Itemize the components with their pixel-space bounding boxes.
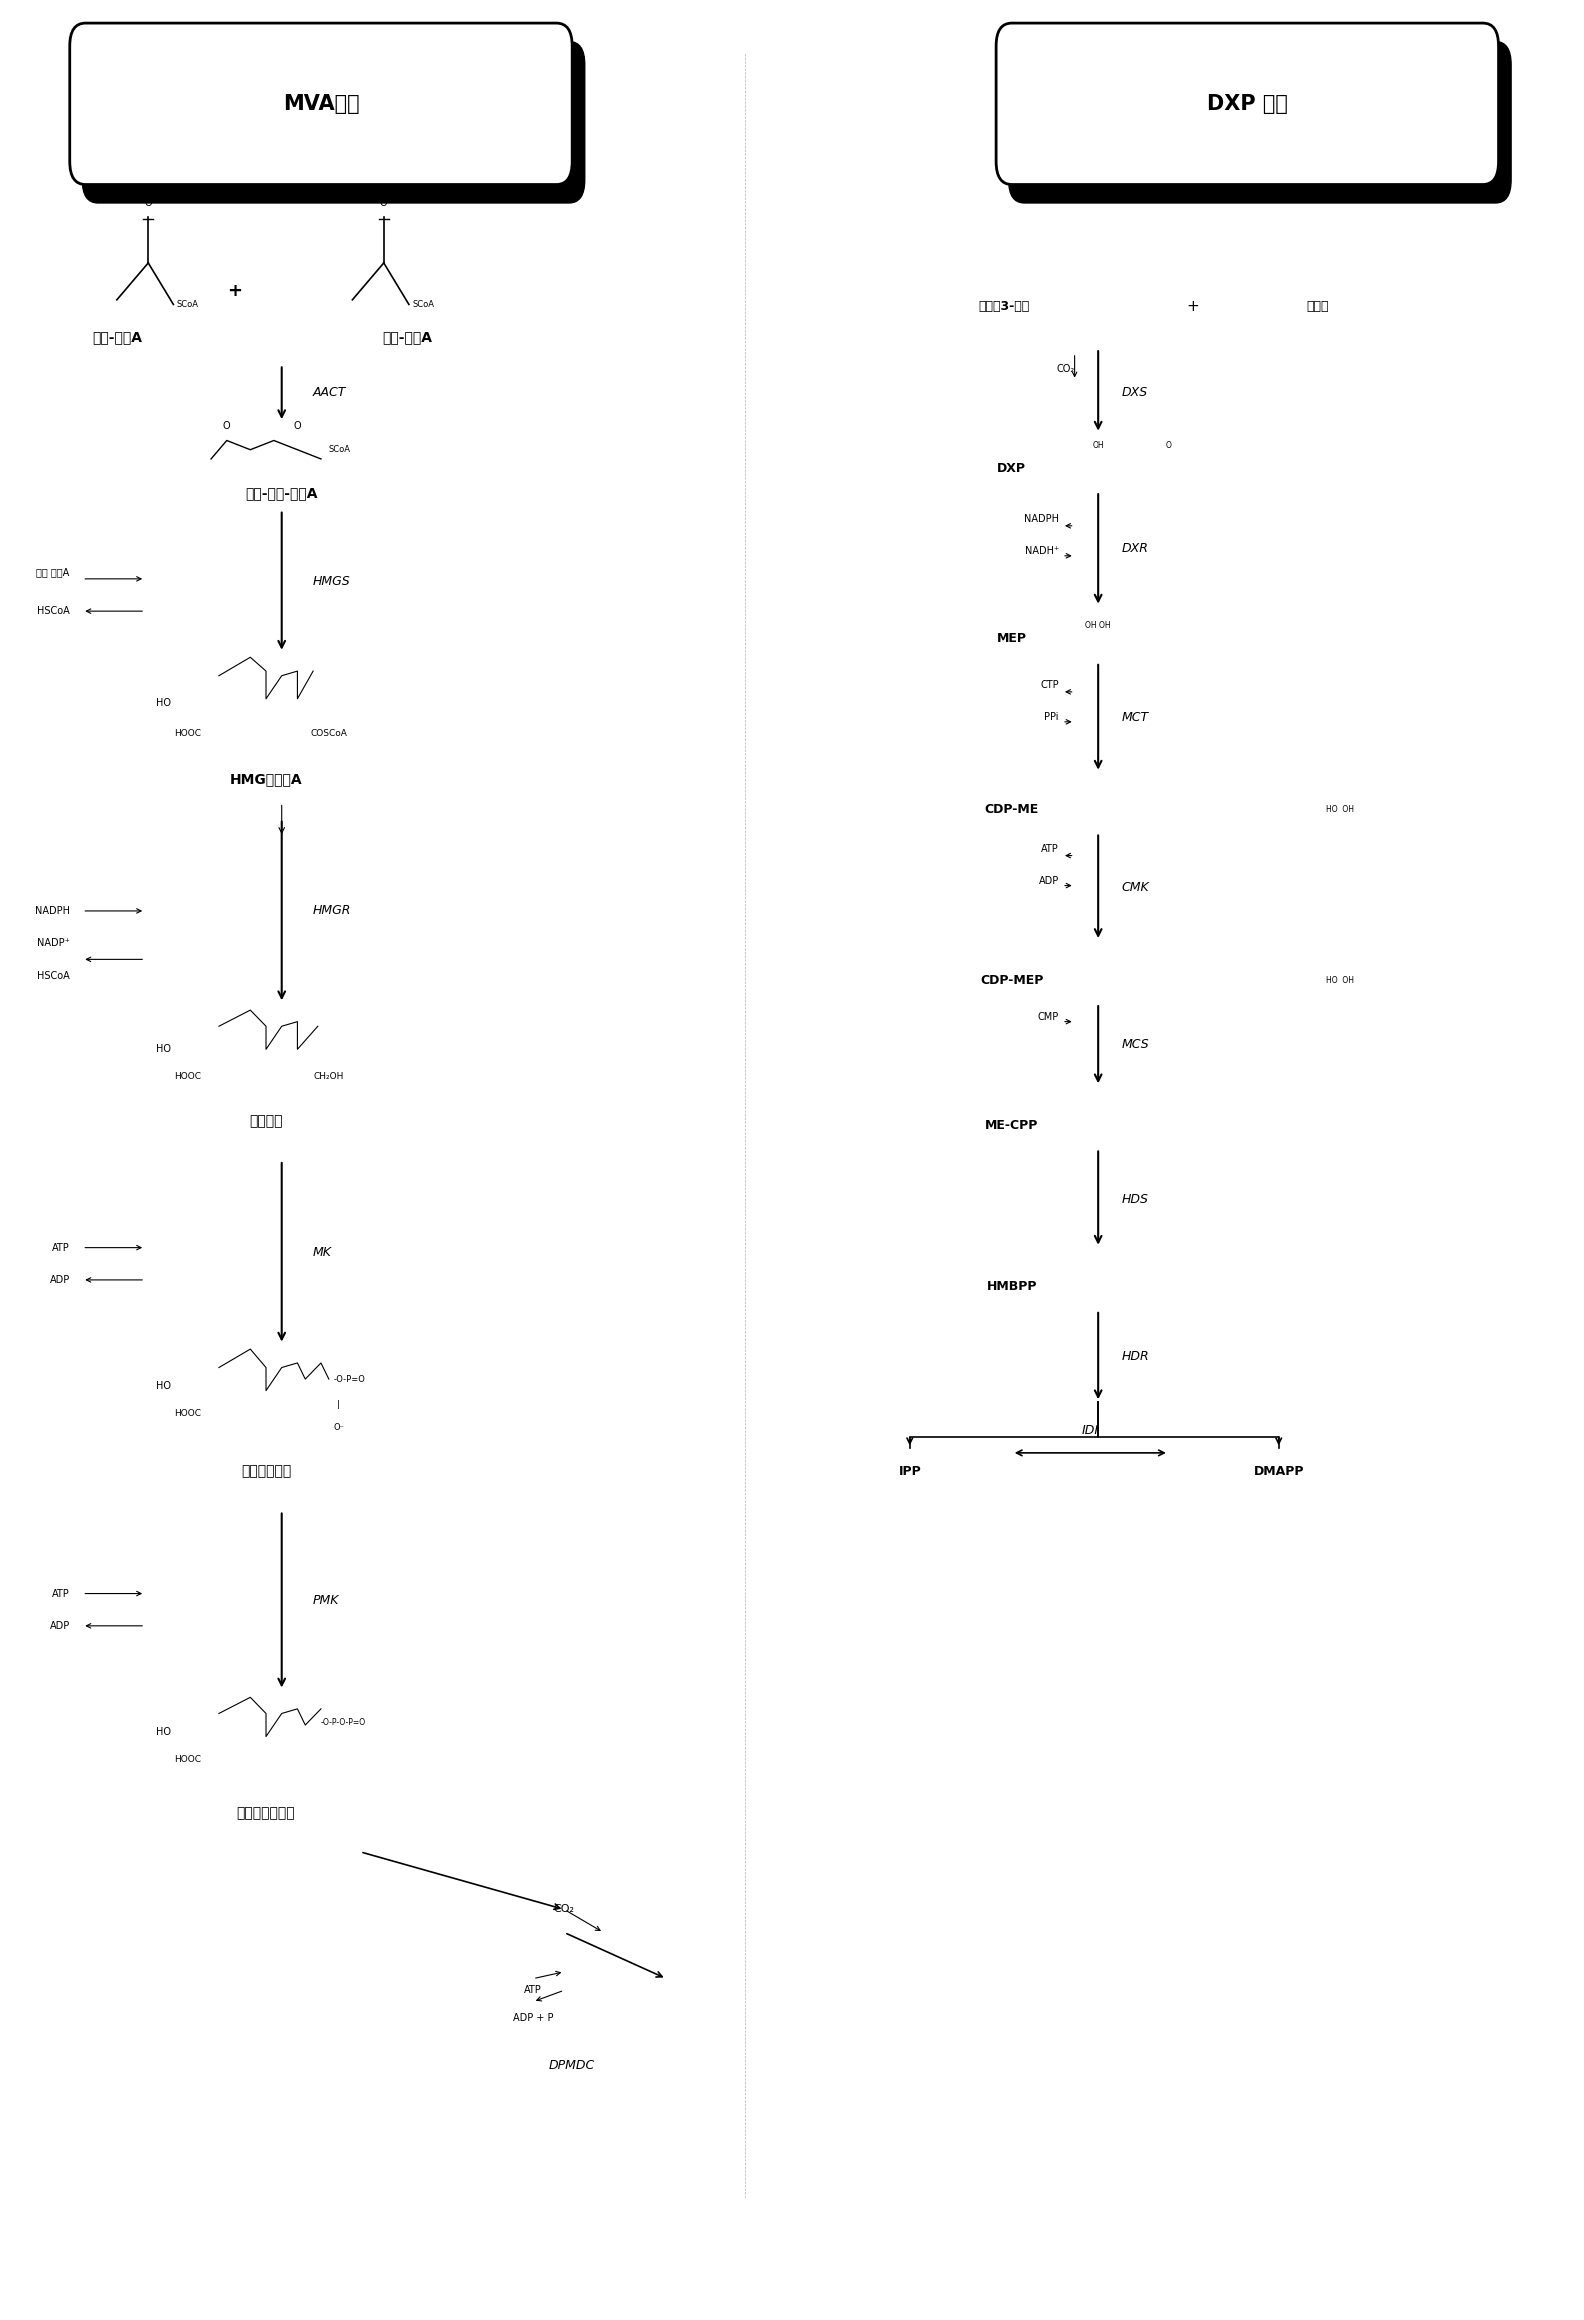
- Text: +: +: [227, 281, 242, 299]
- Text: 乙酰-辅酶A: 乙酰-辅酶A: [92, 329, 143, 343]
- Text: NADPH: NADPH: [35, 905, 70, 916]
- Text: PPi: PPi: [1044, 712, 1060, 722]
- Text: O: O: [223, 422, 231, 432]
- Text: NADP⁺: NADP⁺: [36, 937, 70, 949]
- FancyBboxPatch shape: [82, 42, 584, 202]
- Text: 丙酮酸: 丙酮酸: [1307, 299, 1329, 313]
- Text: DXP 途径: DXP 途径: [1207, 93, 1288, 114]
- Text: ME-CPP: ME-CPP: [985, 1118, 1039, 1132]
- Text: ADP: ADP: [49, 1276, 70, 1285]
- Text: O: O: [293, 422, 301, 432]
- Text: MCT: MCT: [1121, 710, 1148, 724]
- Text: SCoA: SCoA: [412, 299, 434, 309]
- Text: MCS: MCS: [1121, 1037, 1150, 1051]
- Text: ADP: ADP: [49, 1622, 70, 1631]
- Text: -O-P-O-P=O: -O-P-O-P=O: [322, 1719, 366, 1726]
- FancyBboxPatch shape: [70, 23, 572, 186]
- Text: HSCoA: HSCoA: [36, 970, 70, 981]
- Text: MEP: MEP: [996, 633, 1026, 645]
- Text: |: |: [337, 1399, 339, 1408]
- Text: ATP: ATP: [1041, 844, 1060, 854]
- Text: HOOC: HOOC: [174, 728, 201, 738]
- Text: HO  OH: HO OH: [1326, 977, 1354, 984]
- Text: HDR: HDR: [1121, 1350, 1150, 1362]
- Text: -O-P=O: -O-P=O: [334, 1373, 366, 1383]
- Text: CO₂: CO₂: [554, 1905, 575, 1914]
- Text: ATP: ATP: [52, 1589, 70, 1598]
- Text: SCoA: SCoA: [329, 445, 350, 455]
- Text: ATP: ATP: [524, 1986, 542, 1995]
- Text: O: O: [144, 197, 152, 206]
- Text: SCoA: SCoA: [176, 299, 198, 309]
- Text: HO: HO: [157, 1044, 171, 1053]
- Text: HO  OH: HO OH: [1326, 805, 1354, 814]
- Text: 乙酰-辅酶A: 乙酰-辅酶A: [382, 329, 432, 343]
- Text: HSCoA: HSCoA: [36, 606, 70, 617]
- Text: COSCoA: COSCoA: [310, 728, 347, 738]
- Text: ATP: ATP: [52, 1244, 70, 1253]
- Text: CDP-MEP: CDP-MEP: [980, 974, 1044, 986]
- Text: +: +: [1186, 299, 1199, 313]
- Text: O⁻: O⁻: [334, 1422, 345, 1431]
- Text: HO: HO: [157, 698, 171, 708]
- Text: HMGS: HMGS: [314, 575, 350, 587]
- Text: DXS: DXS: [1121, 385, 1148, 399]
- Text: PMK: PMK: [314, 1594, 339, 1608]
- Text: MVA途径: MVA途径: [282, 93, 360, 114]
- Text: NADPH: NADPH: [1023, 515, 1060, 524]
- Text: IDI: IDI: [1082, 1424, 1099, 1436]
- Text: HMBPP: HMBPP: [987, 1281, 1038, 1292]
- Text: 甲羟戊酸二磷酸: 甲羟戊酸二磷酸: [236, 1805, 295, 1819]
- Text: HOOC: HOOC: [174, 1408, 201, 1418]
- Text: CTP: CTP: [1041, 680, 1060, 689]
- Text: 甲羟戊酸: 甲羟戊酸: [249, 1114, 284, 1128]
- Text: HOOC: HOOC: [174, 1756, 201, 1763]
- Text: O: O: [1166, 441, 1172, 450]
- Text: 乙酰-乙酰-辅酶A: 乙酰-乙酰-辅酶A: [246, 487, 318, 501]
- Text: ADP + P: ADP + P: [513, 2014, 553, 2023]
- Text: HDS: HDS: [1121, 1192, 1148, 1206]
- Text: DXP: DXP: [998, 462, 1026, 476]
- Text: CDP-ME: CDP-ME: [985, 803, 1039, 817]
- Text: HMG－辅酶A: HMG－辅酶A: [230, 773, 303, 786]
- Text: 乙酰 辅酶A: 乙酰 辅酶A: [36, 566, 70, 578]
- Text: O: O: [380, 197, 388, 206]
- Text: HOOC: HOOC: [174, 1072, 201, 1081]
- Text: CO₂: CO₂: [1057, 364, 1074, 374]
- Text: AACT: AACT: [314, 385, 347, 399]
- Text: OH: OH: [1093, 441, 1104, 450]
- FancyBboxPatch shape: [1009, 42, 1511, 202]
- Text: NADH⁺: NADH⁺: [1025, 545, 1060, 557]
- Text: DPMDC: DPMDC: [550, 2060, 596, 2072]
- Text: HO: HO: [157, 1726, 171, 1738]
- FancyBboxPatch shape: [996, 23, 1498, 186]
- Text: OH OH: OH OH: [1085, 619, 1110, 629]
- Text: 甲羟戊酸磷酸: 甲羟戊酸磷酸: [241, 1464, 291, 1478]
- Text: IPP: IPP: [898, 1464, 922, 1478]
- Text: CH₂OH: CH₂OH: [314, 1072, 344, 1081]
- Text: HMGR: HMGR: [314, 905, 352, 916]
- Text: MK: MK: [314, 1246, 333, 1260]
- Text: CMK: CMK: [1121, 882, 1150, 896]
- Text: HO: HO: [157, 1380, 171, 1392]
- Text: DMAPP: DMAPP: [1253, 1464, 1304, 1478]
- Text: ADP: ADP: [1039, 877, 1060, 886]
- Text: DXR: DXR: [1121, 543, 1148, 554]
- Text: CMP: CMP: [1038, 1012, 1060, 1023]
- Text: 甘油醛3-磷酸: 甘油醛3-磷酸: [979, 299, 1030, 313]
